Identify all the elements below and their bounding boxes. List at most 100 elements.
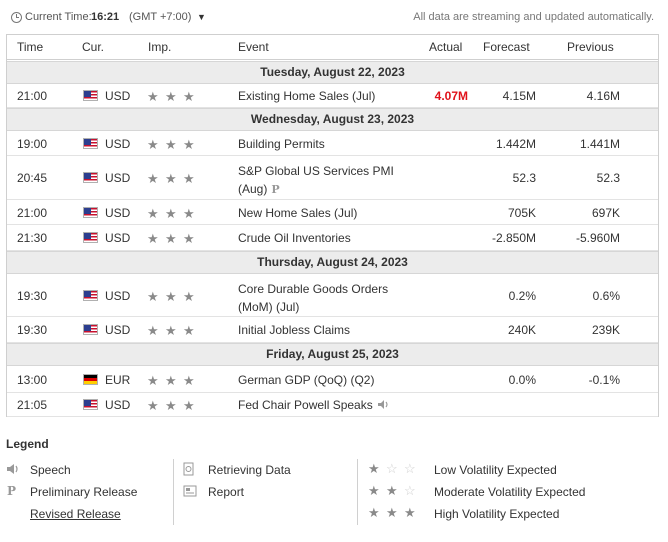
table-row[interactable]: 21:00 USD ★ ★ ★ New Home Sales (Jul) 705K 697K (7, 200, 658, 225)
event-time: 19:00 (17, 137, 48, 151)
col-event: Event (238, 40, 269, 54)
table-row[interactable]: 19:00 USD ★ ★ ★ Building Permits 1.442M 1.441M (7, 132, 658, 156)
event-name[interactable]: German GDP (QoQ) (Q2) (238, 373, 375, 387)
event-forecast: 0.2% (508, 289, 536, 303)
event-forecast: -2.850M (491, 231, 536, 245)
event-name-cell[interactable]: S&P Global US Services PMI (Aug) P (238, 162, 394, 199)
chevron-down-icon[interactable]: ▼ (197, 12, 206, 22)
event-name[interactable]: Building Permits (238, 137, 325, 151)
star-icon: ☆ (404, 483, 416, 498)
event-name-cell[interactable]: New Home Sales (Jul) (238, 206, 357, 220)
table-row[interactable]: 21:00 USD ★ ★ ★ Existing Home Sales (Jul) 4.07… (7, 84, 658, 108)
germany-flag-icon (83, 374, 98, 385)
col-currency: Cur. (82, 40, 105, 54)
event-name-line2[interactable]: (MoM) (Jul) (238, 300, 300, 314)
legend-report: Report (208, 485, 245, 499)
star-icon: ★ (147, 137, 159, 152)
table-row[interactable]: 19:30 USD ★ ★ ★ Initial Jobless Claims 240K 239… (7, 317, 658, 343)
star-icon: ★ (183, 373, 195, 388)
us-flag-icon (83, 138, 98, 149)
legend-speech: Speech (30, 463, 71, 477)
importance-stars: ★ ★ ★ (147, 206, 199, 221)
us-flag-icon (83, 324, 98, 335)
importance-stars: ★ ★ ★ (147, 289, 199, 304)
legend-title: Legend (6, 437, 49, 451)
star-icon: ★ (165, 231, 177, 246)
event-forecast: 52.3 (512, 171, 536, 185)
event-name[interactable]: Crude Oil Inventories (238, 231, 351, 245)
event-currency: USD (105, 206, 131, 220)
star-icon: ★ (147, 206, 159, 221)
event-name[interactable]: Core Durable Goods Orders (238, 282, 389, 296)
star-icon: ★ (147, 289, 159, 304)
star-icon: ★ (183, 289, 195, 304)
star-icon: ★ (165, 137, 177, 152)
star-icon: ★ (183, 398, 195, 413)
us-flag-icon (83, 399, 98, 410)
us-flag-icon (83, 290, 98, 301)
star-icon: ★ (147, 398, 159, 413)
clock-icon (11, 12, 22, 23)
table-row[interactable]: 20:45 USD ★ ★ ★ S&P Global US Services PMI (Au… (7, 156, 658, 200)
event-time: 19:30 (17, 289, 48, 303)
event-previous: 4.16M (586, 89, 620, 103)
event-name-cell[interactable]: Core Durable Goods Orders (MoM) (Jul) (238, 280, 388, 316)
event-name[interactable]: Fed Chair Powell Speaks (238, 398, 373, 412)
event-name[interactable]: S&P Global US Services PMI (238, 164, 394, 178)
star-icon: ★ (147, 373, 159, 388)
event-name-line2[interactable]: (Aug) (238, 182, 268, 196)
star-icon: ★ (147, 323, 159, 338)
table-header: Time Cur. Imp. Event Actual Forecast Pre… (7, 35, 658, 60)
event-time: 13:00 (17, 373, 48, 387)
star-icon: ★ (147, 89, 159, 104)
star-icon: ★ (368, 483, 380, 498)
star-icon: ★ (165, 206, 177, 221)
event-forecast: 4.15M (502, 89, 536, 103)
star-icon: ★ (165, 171, 177, 186)
event-previous: 239K (591, 323, 620, 337)
legend-revised: Revised Release (30, 507, 121, 521)
star-icon: ☆ (404, 461, 416, 476)
event-currency: USD (105, 323, 131, 337)
importance-stars: ★ ★ ★ (147, 171, 199, 186)
event-time: 19:30 (17, 323, 48, 337)
event-name[interactable]: Existing Home Sales (Jul) (238, 89, 376, 103)
event-time: 21:00 (17, 206, 48, 220)
report-icon (183, 485, 197, 497)
event-name-cell[interactable]: Initial Jobless Claims (238, 323, 350, 337)
table-row[interactable]: 13:00 EUR ★ ★ ★ German GDP (QoQ) (Q2) 0.0% -0.1… (7, 367, 658, 393)
star-icon: ★ (183, 89, 195, 104)
table-row[interactable]: 19:30 USD ★ ★ ★ Core Durable Goods Orders (MoM… (7, 275, 658, 317)
event-name[interactable]: New Home Sales (Jul) (238, 206, 358, 220)
us-flag-icon (83, 232, 98, 243)
event-name-cell[interactable]: Fed Chair Powell Speaks (238, 398, 390, 412)
event-time: 21:05 (17, 398, 48, 412)
event-previous: 1.441M (579, 137, 620, 151)
star-icon: ★ (183, 231, 195, 246)
importance-stars: ★ ★ ★ (147, 398, 199, 413)
timezone-label[interactable]: (GMT +7:00) (129, 11, 192, 23)
legend-divider (173, 459, 174, 525)
us-flag-icon (83, 90, 98, 101)
star-icon: ★ (147, 171, 159, 186)
star-icon: ★ (165, 89, 177, 104)
event-currency: USD (105, 289, 131, 303)
table-row[interactable]: 21:05 USD ★ ★ ★ Fed Chair Powell Speaks (7, 393, 658, 417)
event-name-cell[interactable]: German GDP (QoQ) (Q2) (238, 373, 374, 387)
table-row[interactable]: 21:30 USD ★ ★ ★ Crude Oil Inventories -2.850M -… (7, 225, 658, 251)
star-icon: ☆ (386, 461, 398, 476)
date-row: Wednesday, August 23, 2023 (7, 108, 658, 131)
event-name[interactable]: Initial Jobless Claims (238, 323, 351, 337)
speaker-icon (7, 464, 18, 474)
event-currency: USD (105, 89, 131, 103)
event-name-cell[interactable]: Building Permits (238, 137, 325, 151)
importance-stars: ★ ★ ★ (147, 137, 199, 152)
star-icon: ★ (368, 505, 380, 520)
star-icon: ★ (368, 461, 380, 476)
speaker-icon (377, 400, 388, 409)
event-name-cell[interactable]: Crude Oil Inventories (238, 231, 351, 245)
event-name-cell[interactable]: Existing Home Sales (Jul) (238, 89, 375, 103)
streaming-note: All data are streaming and updated autom… (413, 11, 654, 23)
event-previous: 52.3 (596, 171, 620, 185)
event-currency: EUR (105, 373, 131, 387)
